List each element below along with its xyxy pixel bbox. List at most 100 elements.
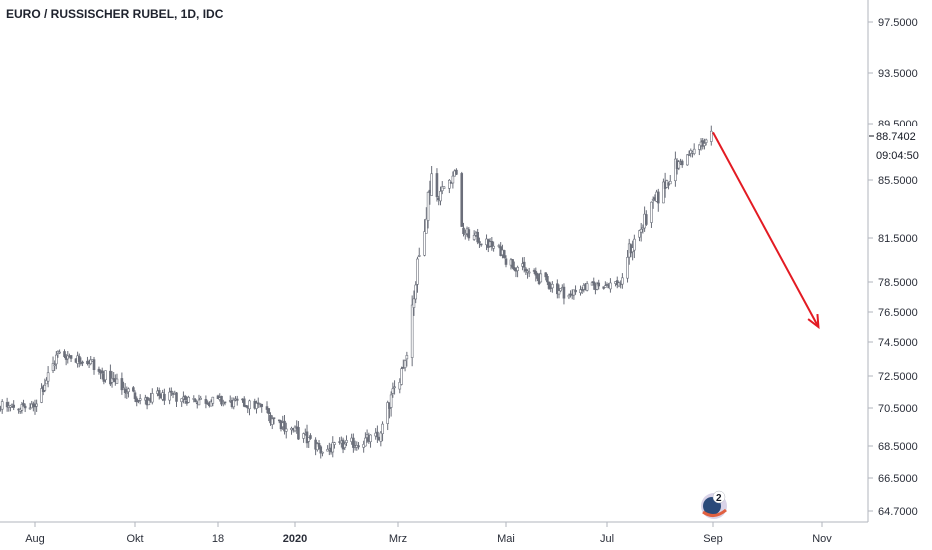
candle-body [478,241,481,244]
candle-body [297,427,300,440]
candle [309,433,312,440]
candle-body [703,143,706,146]
candle [242,396,246,408]
candle [460,171,464,227]
candle [0,399,4,414]
candle [352,433,355,453]
candle [609,278,612,293]
candle [579,285,582,296]
candle-body [272,417,276,419]
chart-title: EURO / RUSSISCHER RUBEL, 1D, IDC [6,7,224,21]
candle [597,279,601,290]
y-tick-label: 64.7000 [878,506,918,518]
candle-body [595,283,599,290]
candle [132,386,135,393]
x-tick-label: Okt [126,533,143,545]
candle-body [376,431,379,438]
candle [157,387,161,400]
candle [451,171,455,189]
x-tick-label: Sep [703,533,723,545]
candle [476,228,479,245]
candle [562,283,566,305]
candle [22,399,25,407]
candle-body [22,403,25,407]
candle [120,372,124,395]
current-price-label: 88.7402 [876,131,916,143]
candle [127,387,130,398]
candle [209,399,213,407]
candle-body [302,433,305,439]
candle [51,356,55,374]
candle-body [562,286,566,299]
candle-body [204,399,208,404]
candle-body [89,359,93,364]
candle-body [527,271,531,274]
candle [45,377,48,385]
candle-body [147,400,151,406]
candle [410,295,414,367]
candle-body [235,398,239,401]
candle-body [463,233,467,235]
candle [331,436,335,458]
candle [69,355,73,363]
down-arrow-head [807,313,820,330]
candle-body [479,243,483,246]
time-axis[interactable]: Aug Okt 18 2020 Mrz Mai Jul Sep Nov [25,522,832,545]
candle [574,285,577,295]
candle-body [476,232,479,243]
candle [379,430,383,447]
candle-body [497,245,501,247]
candle-body [92,359,96,370]
candle [463,229,467,240]
candle-body [199,397,203,400]
down-arrow-line[interactable] [712,131,820,328]
candle-body [639,228,643,233]
arrow-annotation-layer [712,131,820,330]
candle-body [110,378,114,383]
candle-body [430,173,433,196]
candle-body [580,289,584,291]
candle-body [460,173,464,227]
candle [168,387,171,405]
candle [559,288,562,293]
candle [305,424,309,448]
candle [170,387,173,397]
candle-body [579,289,582,294]
candle [270,415,274,430]
x-tick-label: Mai [497,533,515,545]
candle [9,405,12,412]
x-tick-label: Nov [812,533,832,545]
candle [319,445,323,459]
candle-body [100,370,104,374]
candle [621,273,624,289]
candle-body [668,181,672,185]
candle [572,289,576,300]
candle [478,237,481,248]
candle-body [472,235,476,240]
candle [369,434,372,448]
candle [532,268,536,275]
candle [686,154,689,166]
candle [502,249,506,259]
x-tick-label: Jul [600,533,614,545]
candle [522,256,526,273]
candle [656,188,660,212]
candle-body [209,401,213,407]
candle [386,400,390,431]
candle-body [656,191,660,204]
candle-body [633,238,636,251]
candle-body [680,160,684,166]
candle [412,290,416,316]
y-tick-label: 97.5000 [878,17,918,29]
candle-body [157,390,161,396]
candle-body [133,392,137,399]
candle [333,441,336,449]
y-tick-label: 68.5000 [878,441,918,453]
candle [376,425,379,443]
candle-body [115,378,119,384]
events-badge[interactable]: 2 [701,490,727,519]
candle-body [704,139,708,143]
candle [265,401,269,414]
